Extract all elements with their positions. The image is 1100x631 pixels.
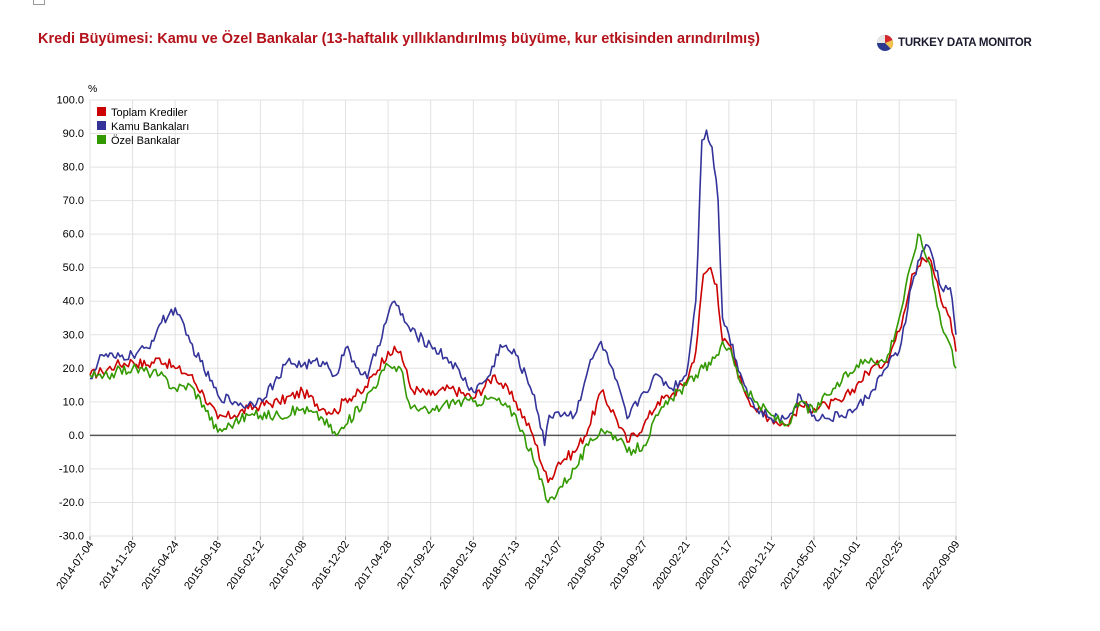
x-tick-label: 2016-07-08 [267, 539, 309, 592]
x-tick-label: 2018-02-16 [438, 539, 480, 592]
x-tick-label: 2017-04-28 [352, 539, 394, 592]
x-tick-label: 2022-09-09 [920, 539, 962, 592]
brand-name: TURKEY DATA MONITOR [898, 37, 1032, 49]
legend-swatch [97, 107, 106, 116]
y-tick-label: -20.0 [59, 497, 84, 509]
x-tick-labels: 2014-07-04 2014-11-28 2015-04-24 2015-09-18… [54, 539, 962, 592]
x-tick-label: 2021-10-01 [821, 539, 863, 592]
legend-label: Kamu Bankaları [111, 121, 189, 133]
legend-label: Toplam Krediler [111, 107, 188, 119]
y-tick-label: 0.0 [69, 430, 84, 442]
x-tick-label: 2022-02-25 [864, 539, 906, 592]
y-axis-label: % [88, 83, 97, 95]
x-tick-label: 2018-07-13 [480, 539, 522, 592]
series-line-3 [89, 233, 957, 504]
y-tick-label: 50.0 [63, 262, 84, 274]
x-tick-label: 2020-12-11 [736, 539, 778, 591]
x-tick-label: 2020-07-17 [693, 539, 735, 592]
y-tick-label: 80.0 [63, 162, 84, 174]
x-gridlines [89, 100, 957, 540]
x-tick-label: 2016-12-02 [310, 539, 352, 592]
y-tick-label: 90.0 [63, 128, 84, 140]
legend-swatch [97, 135, 106, 144]
x-tick-label: 2019-05-03 [565, 539, 607, 592]
x-tick-label: 2015-04-24 [140, 539, 182, 592]
x-tick-label: 2017-09-22 [395, 539, 437, 592]
y-tick-label: -30.0 [59, 531, 84, 543]
y-tick-label: -10.0 [59, 463, 84, 475]
y-tick-label: 100.0 [56, 95, 84, 107]
x-tick-label: 2015-09-18 [182, 539, 224, 592]
legend-label: Özel Bankalar [111, 135, 180, 147]
y-tick-label: 30.0 [63, 329, 84, 341]
x-tick-label: 2016-02-12 [225, 539, 267, 592]
y-tick-label: 40.0 [63, 296, 84, 308]
y-tick-label: 70.0 [63, 195, 84, 207]
x-tick-label: 2021-05-07 [778, 539, 820, 592]
x-tick-label: 2019-09-27 [608, 539, 650, 592]
brand-logo: TURKEY DATA MONITOR [876, 34, 1032, 52]
legend: Toplam Krediler Kamu Bankaları Özel Bankal… [97, 107, 189, 147]
pie-logo-icon [877, 34, 894, 51]
x-tick-label: 2018-12-07 [523, 539, 565, 592]
y-tick-labels: 100.0 90.0 80.0 70.0 60.0 50.0 40.0 30.0 20.0 10.… [56, 95, 84, 543]
y-tick-label: 60.0 [63, 229, 84, 241]
window-corner-artifact [33, 0, 45, 5]
plot-area [89, 99, 957, 537]
x-tick-label: 2014-11-28 [97, 539, 139, 591]
y-tick-label: 10.0 [63, 396, 84, 408]
chart-title: Kredi Büyümesi: Kamu ve Özel Bankalar (1… [38, 31, 761, 47]
x-tick-label: 2014-07-04 [54, 539, 96, 592]
legend-swatch [97, 121, 106, 130]
y-tick-label: 20.0 [63, 363, 84, 375]
series-lines [89, 129, 957, 504]
x-tick-label: 2020-02-21 [651, 539, 693, 592]
